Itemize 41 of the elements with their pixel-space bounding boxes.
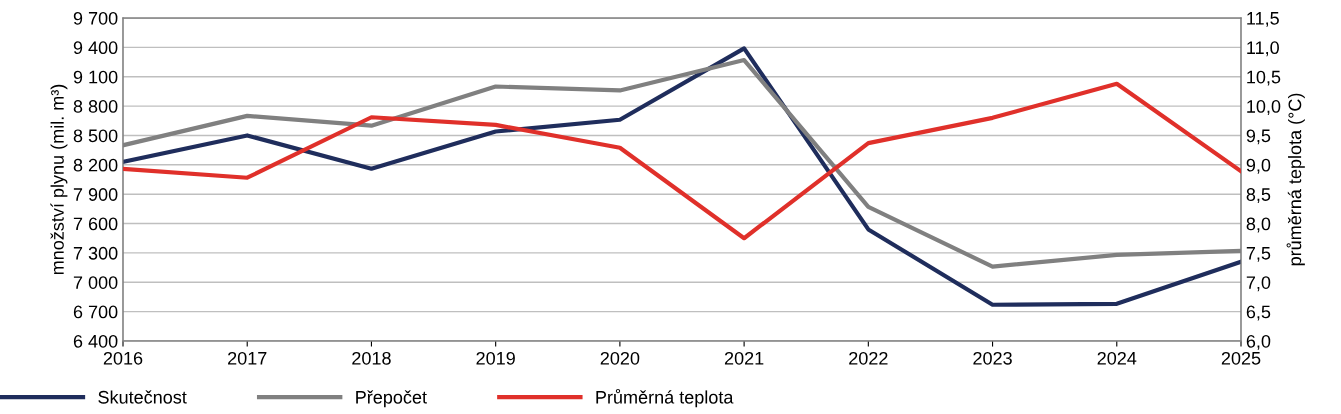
line-series	[123, 46, 1241, 307]
y-axis-title: množství plynu (mil. m³)	[50, 84, 68, 275]
line-series	[123, 81, 1241, 241]
y-tick-label: 8 500	[73, 129, 118, 143]
legend-label: Skutečnost	[98, 390, 187, 404]
y2-tick-label: 10,5	[1247, 70, 1281, 86]
y-tick-label: 9 700	[73, 11, 118, 25]
y2-tick-label: 11,0	[1247, 41, 1279, 57]
y2-axis-title: průměrná teplota (°C)	[1286, 93, 1305, 266]
x-tick-label: 2022	[849, 351, 888, 365]
y-tick-label: 6 700	[73, 305, 118, 319]
x-tick-label: 2023	[973, 351, 1012, 365]
y-tick-label: 7 900	[73, 188, 118, 201]
y2-tick-label: 8,5	[1246, 188, 1271, 204]
y-tick-label: 9 100	[73, 70, 118, 84]
y2-tick-label: 6,5	[1246, 305, 1271, 321]
y-tick-label: 7 300	[73, 246, 118, 260]
y-tick-label: 8 800	[73, 100, 118, 113]
x-tick-label: 2020	[600, 351, 640, 365]
y2-tick-label: 10,0	[1247, 100, 1281, 115]
x-tick-label: 2019	[476, 351, 515, 365]
x-tick-label: 2016	[103, 351, 143, 365]
y2-tick-label: 7,0	[1246, 276, 1271, 292]
y2-tick-label: 7,5	[1246, 247, 1271, 262]
y2-tick-label: 11,5	[1247, 12, 1279, 27]
legend-label: Přepočet	[356, 390, 427, 408]
y-tick-label: 8 200	[73, 158, 118, 172]
x-tick-label: 2025	[1221, 351, 1261, 365]
x-tick-label: 2024	[1097, 351, 1137, 365]
y2-tick-label: 6,0	[1246, 334, 1271, 350]
y2-tick-label: 9,5	[1246, 129, 1271, 145]
legend-label: Průměrná teplota	[596, 388, 734, 408]
x-tick-label: 2021	[724, 351, 764, 365]
y-tick-label: 7 600	[73, 217, 118, 231]
y-tick-label: 6 400	[73, 334, 118, 348]
x-tick-label: 2017	[228, 351, 267, 365]
y2-tick-label: 8,0	[1246, 217, 1271, 233]
y-tick-label: 7 000	[73, 276, 118, 289]
y2-tick-label: 9,0	[1246, 158, 1271, 174]
x-tick-label: 2018	[352, 351, 391, 365]
y-tick-label: 9 400	[73, 41, 118, 55]
